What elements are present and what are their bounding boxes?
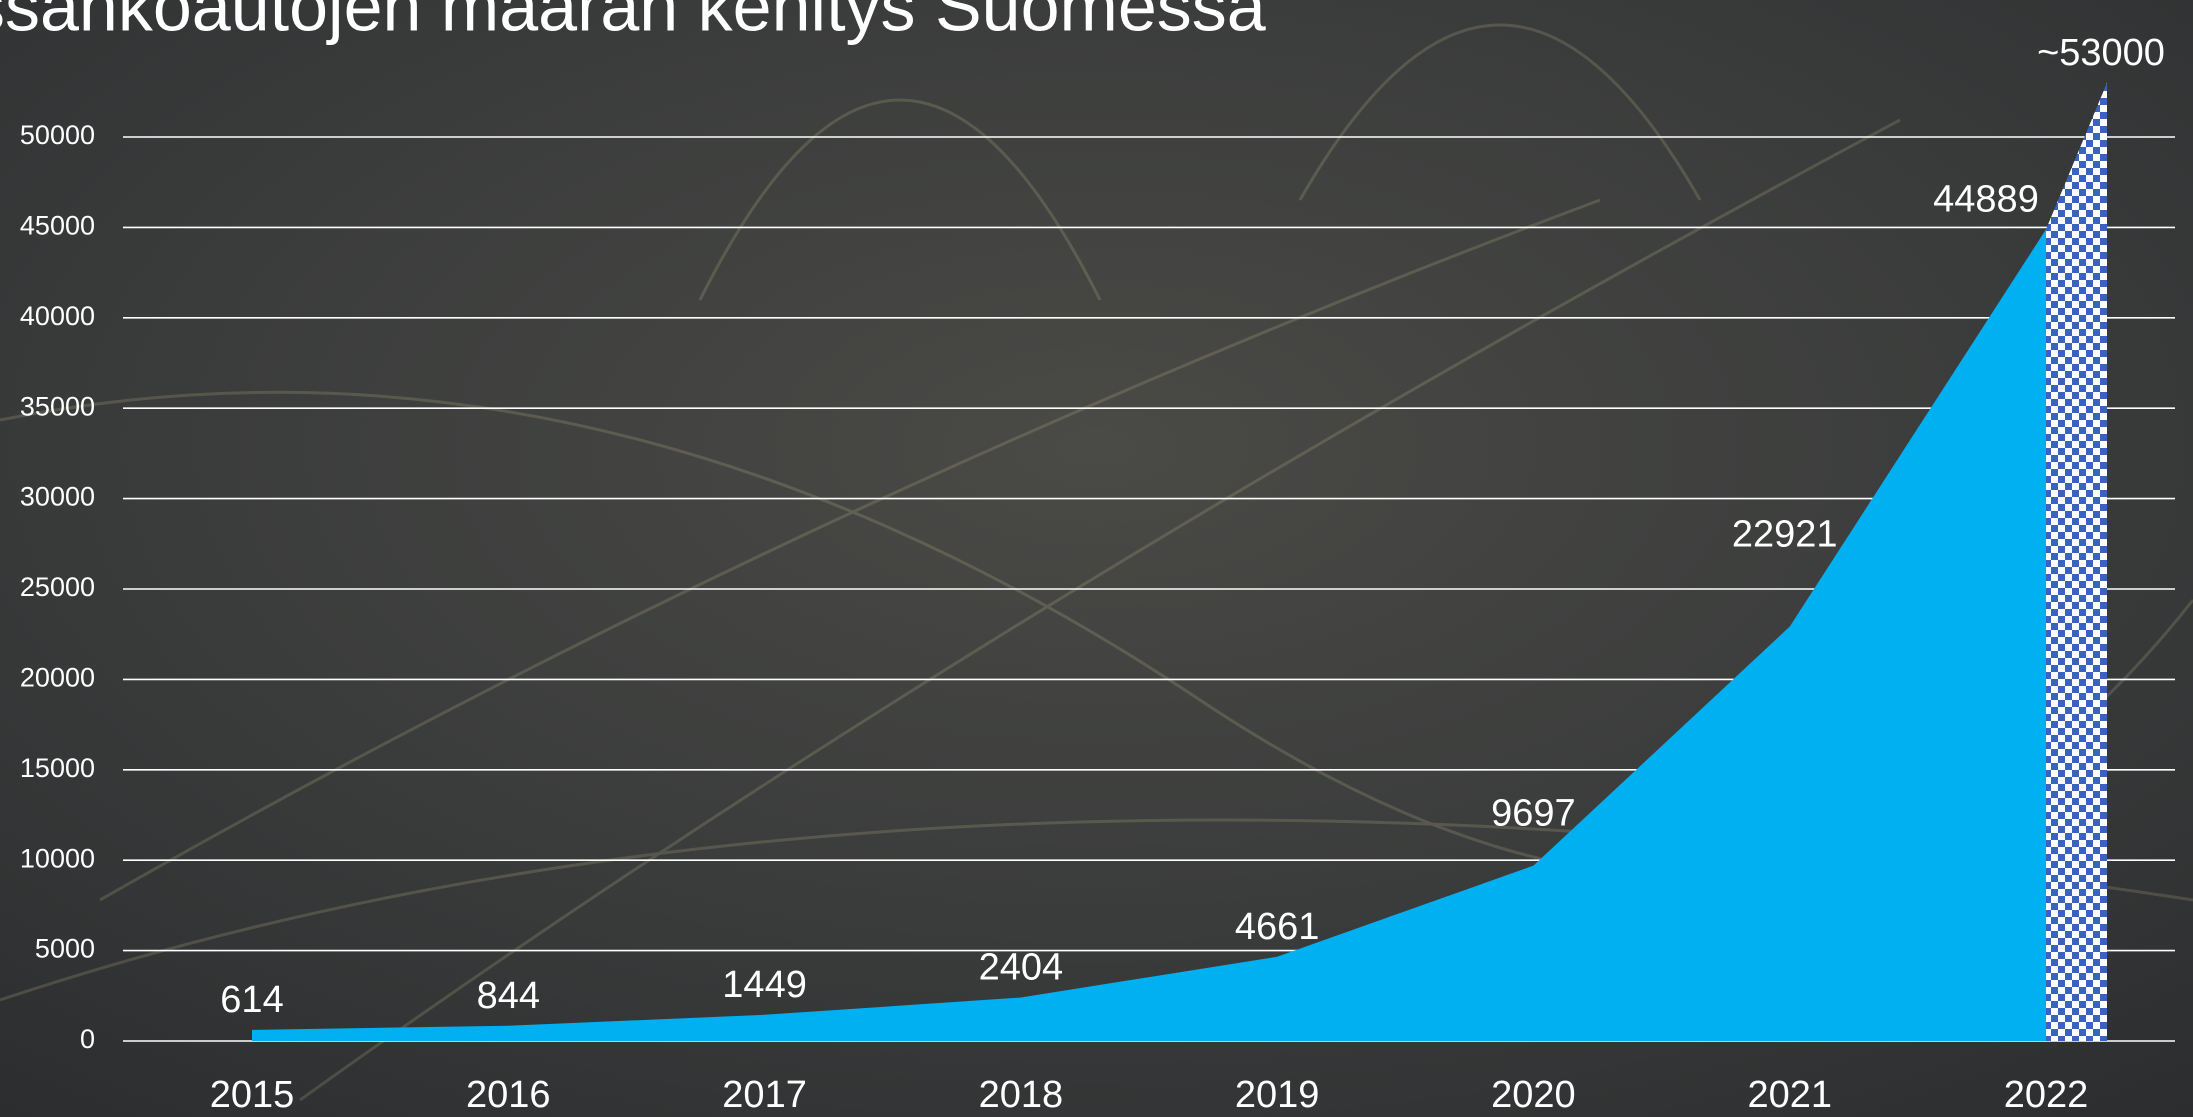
data-label: 614 <box>220 979 283 1021</box>
x-tick-label: 2020 <box>1491 1074 1576 1116</box>
y-tick-label: 35000 <box>20 391 95 421</box>
x-tick-label: 2022 <box>2004 1074 2089 1116</box>
data-label: 9697 <box>1491 793 1576 835</box>
y-tick-label: 5000 <box>35 934 95 964</box>
x-tick-label: 2021 <box>1747 1074 1832 1116</box>
y-tick-label: 15000 <box>20 753 95 783</box>
y-tick-label: 0 <box>80 1024 95 1054</box>
estimate-label: ~53000 <box>2037 32 2165 74</box>
data-label: 2404 <box>979 947 1064 989</box>
x-tick-label: 2015 <box>210 1074 295 1116</box>
data-label: 4661 <box>1235 906 1320 948</box>
y-tick-label: 10000 <box>20 843 95 873</box>
x-tick-label: 2019 <box>1235 1074 1320 1116</box>
y-tick-label: 45000 <box>20 211 95 241</box>
data-label: 844 <box>477 975 540 1017</box>
y-tick-label: 30000 <box>20 482 95 512</box>
data-label: 44889 <box>1933 178 2039 220</box>
chart-title: ssähköautojen määrän kehitys Suomessa <box>0 0 1266 45</box>
x-tick-label: 2016 <box>466 1074 551 1116</box>
x-tick-label: 2018 <box>979 1074 1064 1116</box>
x-tick-label: 2017 <box>722 1074 807 1116</box>
area <box>252 229 2046 1042</box>
data-label: 22921 <box>1732 514 1838 556</box>
estimate-area <box>2046 82 2107 1041</box>
y-tick-label: 25000 <box>20 572 95 602</box>
y-tick-label: 50000 <box>20 120 95 150</box>
y-tick-label: 20000 <box>20 663 95 693</box>
y-tick-label: 40000 <box>20 301 95 331</box>
data-label: 1449 <box>722 964 807 1006</box>
